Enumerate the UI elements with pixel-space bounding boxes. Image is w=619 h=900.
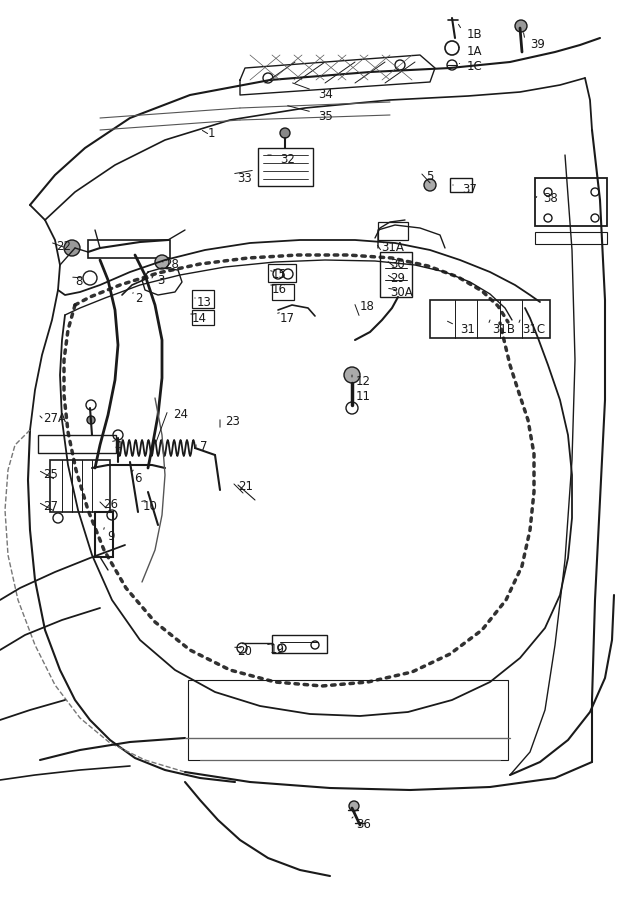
Text: 19: 19: [270, 643, 285, 656]
Bar: [192, 310, 214, 325]
Bar: [50, 460, 110, 512]
Text: 39: 39: [530, 38, 545, 51]
Text: 3: 3: [157, 274, 165, 287]
Circle shape: [344, 367, 360, 383]
Text: 20: 20: [237, 645, 252, 658]
Bar: [38, 435, 116, 453]
Circle shape: [424, 179, 436, 191]
Text: 35: 35: [318, 110, 333, 123]
Text: 33: 33: [237, 172, 252, 185]
Text: 5: 5: [426, 170, 433, 183]
Text: 8: 8: [75, 275, 82, 288]
Text: 26: 26: [103, 498, 118, 511]
Text: 38: 38: [543, 192, 558, 205]
Bar: [430, 300, 550, 338]
Text: 6: 6: [134, 472, 142, 485]
Bar: [535, 232, 607, 244]
Text: 31C: 31C: [522, 323, 545, 336]
Text: 1C: 1C: [467, 60, 483, 73]
Circle shape: [64, 240, 80, 256]
Bar: [188, 680, 508, 760]
Text: 13: 13: [197, 296, 212, 309]
Bar: [192, 290, 214, 308]
Text: 10: 10: [143, 500, 158, 513]
Text: 9: 9: [107, 530, 115, 543]
Text: 32: 32: [280, 153, 295, 166]
Text: 14: 14: [192, 312, 207, 325]
Text: 12: 12: [356, 375, 371, 388]
Text: 21: 21: [238, 480, 253, 493]
Text: 36: 36: [356, 818, 371, 831]
Bar: [450, 178, 472, 192]
Text: 27: 27: [43, 500, 58, 513]
Text: 25: 25: [43, 468, 58, 481]
Text: 23: 23: [225, 415, 240, 428]
Text: 4: 4: [114, 440, 121, 453]
Bar: [272, 284, 294, 300]
Text: 1B: 1B: [467, 28, 483, 41]
Text: 30: 30: [390, 258, 405, 271]
Bar: [88, 240, 170, 258]
Text: 18: 18: [360, 300, 375, 313]
Bar: [268, 264, 296, 282]
Text: 17: 17: [280, 312, 295, 325]
Text: 31A: 31A: [381, 241, 404, 254]
Text: 30A: 30A: [390, 286, 413, 299]
Circle shape: [349, 801, 359, 811]
Text: 7: 7: [200, 440, 207, 453]
Text: 24: 24: [173, 408, 188, 421]
Text: 28: 28: [164, 258, 179, 271]
Text: 2: 2: [135, 292, 142, 305]
Circle shape: [515, 20, 527, 32]
Text: 34: 34: [318, 88, 333, 101]
Text: 16: 16: [272, 283, 287, 296]
Text: 15: 15: [272, 268, 287, 281]
Text: 27A: 27A: [43, 412, 66, 425]
Bar: [258, 148, 313, 186]
Bar: [95, 512, 113, 557]
Bar: [378, 222, 408, 240]
Circle shape: [280, 128, 290, 138]
Text: 29: 29: [390, 272, 405, 285]
Text: 31: 31: [460, 323, 475, 336]
Text: 11: 11: [356, 390, 371, 403]
Text: 22: 22: [56, 240, 71, 253]
Text: 37: 37: [462, 183, 477, 196]
Circle shape: [155, 255, 169, 269]
Text: 1: 1: [208, 127, 215, 140]
Text: 1A: 1A: [467, 45, 482, 58]
Bar: [272, 635, 327, 653]
Bar: [535, 178, 607, 226]
Text: 31B: 31B: [492, 323, 515, 336]
Circle shape: [87, 416, 95, 424]
Bar: [380, 252, 412, 297]
